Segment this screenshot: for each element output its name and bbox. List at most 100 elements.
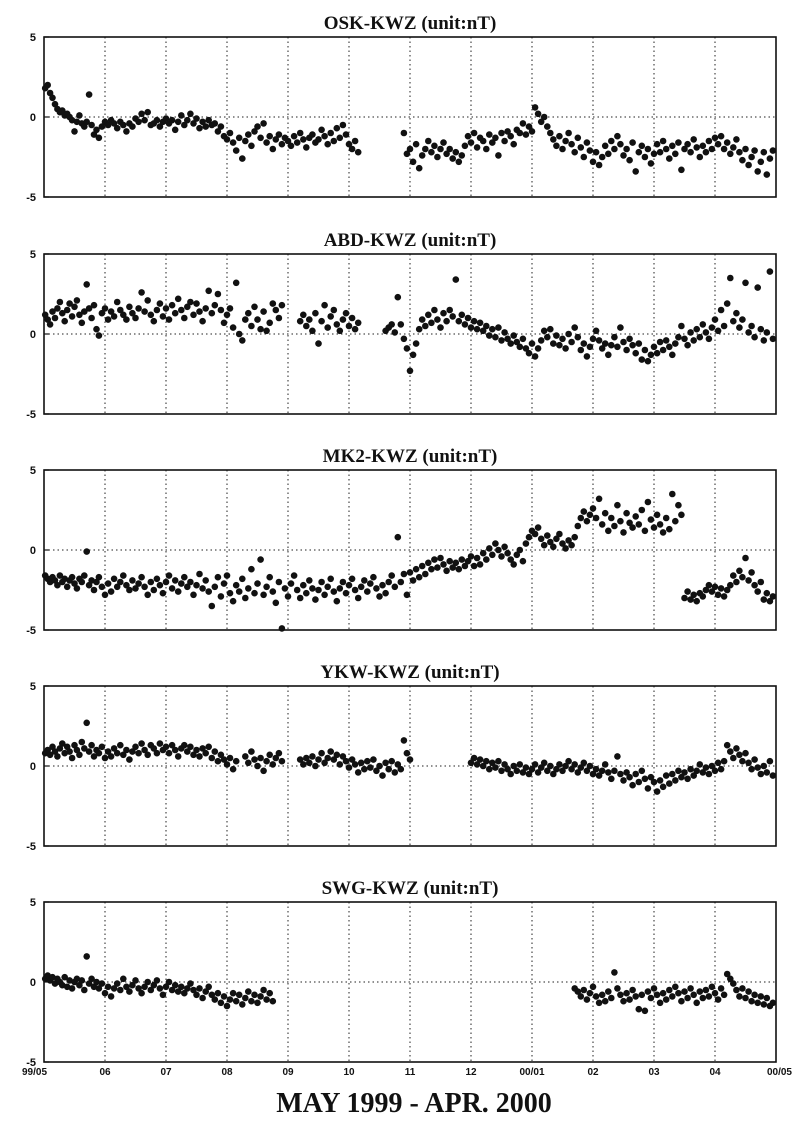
data-point (662, 772, 670, 779)
x-tick-label: 03 (648, 1067, 660, 1078)
data-point (501, 329, 508, 336)
data-point (431, 556, 438, 563)
data-point (684, 140, 691, 148)
data-point (324, 583, 332, 591)
data-point (684, 775, 691, 783)
data-point (479, 327, 487, 335)
data-point (245, 309, 252, 317)
data-point (476, 561, 484, 568)
data-point (245, 988, 252, 995)
data-point (418, 562, 426, 570)
data-point (614, 985, 621, 992)
data-point (229, 597, 237, 605)
data-point (733, 986, 740, 994)
data-point (412, 140, 420, 148)
data-point (583, 996, 591, 1003)
data-point (229, 765, 237, 773)
data-point (641, 153, 649, 161)
data-point (638, 142, 646, 150)
data-point (635, 148, 643, 156)
data-point (306, 316, 313, 323)
data-point (409, 158, 417, 166)
data-point (266, 751, 274, 759)
x-tick-label: 00/01 (519, 1067, 544, 1078)
data-point (711, 583, 719, 591)
data-point (638, 991, 646, 999)
data-point (455, 317, 463, 325)
data-point (95, 134, 103, 142)
data-point (174, 753, 182, 760)
data-point (129, 577, 136, 584)
data-point (162, 578, 170, 586)
data-point (733, 309, 740, 317)
data-point (138, 110, 145, 118)
data-point (98, 980, 106, 987)
data-point (510, 762, 517, 770)
data-point (525, 533, 533, 541)
data-point (287, 142, 295, 150)
data-point (656, 148, 664, 156)
data-point (525, 770, 533, 778)
data-point (361, 765, 368, 773)
data-point (296, 317, 304, 325)
x-tick-label: 99/05 (22, 1067, 47, 1078)
data-point (232, 757, 240, 765)
data-point (357, 759, 365, 767)
data-point (470, 317, 478, 325)
data-point (467, 759, 475, 767)
data-point (345, 581, 353, 589)
data-point (675, 501, 682, 509)
data-point (635, 778, 643, 786)
data-point (93, 325, 100, 333)
data-point (144, 751, 151, 759)
data-point (190, 751, 197, 759)
data-point (629, 524, 636, 531)
data-point (406, 569, 414, 576)
data-point (629, 986, 636, 994)
data-point (120, 121, 127, 129)
data-point (168, 301, 176, 309)
data-point (110, 575, 118, 583)
data-point (293, 586, 301, 594)
data-point (403, 150, 411, 158)
data-point (342, 309, 350, 317)
data-point (608, 137, 615, 145)
data-point (248, 322, 255, 330)
data-point (300, 136, 307, 143)
data-point (495, 757, 502, 765)
data-point (354, 148, 362, 156)
data-point (156, 581, 164, 589)
data-point (647, 994, 655, 1002)
data-point (330, 137, 338, 145)
data-point (748, 322, 755, 330)
data-point (251, 303, 258, 311)
data-point (684, 341, 691, 349)
data-point (336, 327, 344, 335)
data-point (144, 297, 151, 304)
data-point (138, 289, 145, 296)
data-point (171, 981, 179, 989)
data-point (168, 585, 176, 592)
data-point (394, 293, 402, 301)
data-point (220, 580, 228, 587)
data-point (598, 153, 606, 161)
data-point (565, 757, 572, 765)
data-point (489, 759, 496, 767)
data-point (321, 132, 328, 140)
data-point (467, 324, 475, 331)
data-point (733, 745, 740, 752)
data-point (181, 989, 188, 997)
data-point (751, 333, 758, 341)
data-point (696, 988, 704, 995)
data-point (76, 751, 83, 759)
data-point (434, 316, 441, 323)
data-point (61, 317, 68, 325)
data-point (733, 578, 740, 586)
data-point (263, 139, 270, 146)
data-point (519, 335, 527, 343)
data-point (351, 586, 359, 594)
data-point (598, 767, 606, 775)
data-point (714, 327, 722, 335)
data-point (54, 305, 61, 312)
data-point (669, 490, 676, 498)
